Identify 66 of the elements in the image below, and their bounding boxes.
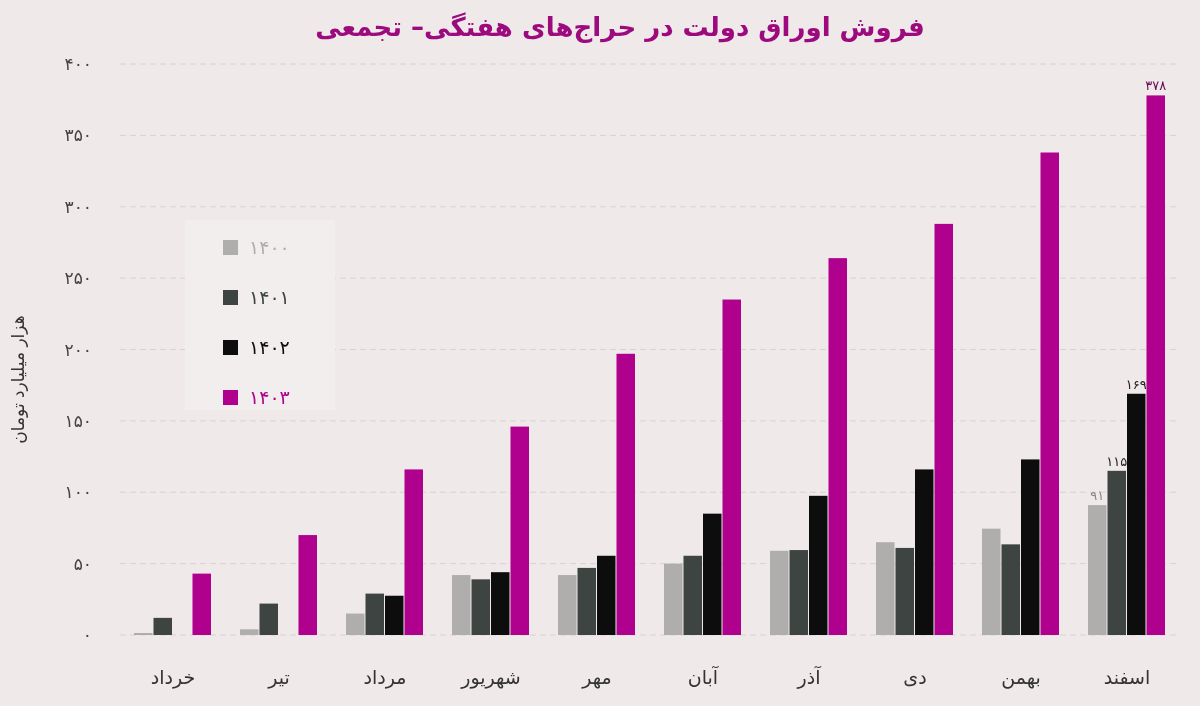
bar [934,223,953,635]
chart-title: فروش اوراق دولت در حراج‌های هفتگی– تجمعی [315,12,925,43]
bar [452,575,471,635]
y-tick-label: ۱۵۰ [64,410,92,431]
bar [683,555,702,635]
bar [491,572,510,635]
y-tick-label: ۲۰۰ [64,339,92,360]
bar [876,542,895,635]
y-tick-label: ۴۰۰ [64,54,92,74]
legend-label: ۱۴۰۱ [249,286,290,308]
data-label: ۱۶۹ [1125,376,1147,392]
bar [404,469,423,635]
data-label: ۹۱ [1090,488,1105,504]
bar [385,595,404,635]
bar [1088,505,1107,635]
bar [577,567,596,635]
bar [789,550,808,635]
x-tick-label: بهمن [1001,666,1041,689]
bar [471,579,490,635]
bar [722,299,741,635]
x-tick-label: آذر [796,665,822,689]
data-label: ۳۷۸ [1145,78,1167,94]
bar [1040,152,1059,635]
bar [1001,544,1020,635]
legend-label: ۱۴۰۲ [249,336,290,358]
bar [828,258,847,635]
x-tick-label: آبان [687,665,719,688]
bar [664,563,683,635]
x-tick-label: اسفند [1103,666,1151,688]
bar [1127,393,1146,635]
legend-label: ۱۴۰۰ [249,236,290,258]
y-axis-title: هزار میلیارد تومان [8,315,28,444]
bar [153,617,172,635]
legend-label: ۱۴۰۳ [249,386,290,408]
bar [770,550,789,635]
bar [192,573,211,635]
bar [510,426,529,635]
x-tick-label: شهریور [460,666,521,689]
x-tick-label: تیر [267,666,290,689]
bar [558,575,577,635]
bar [346,613,365,635]
bar [1107,470,1126,635]
bar [915,469,934,635]
bar [703,513,722,635]
y-tick-label: ۲۵۰ [64,268,92,289]
bar [982,528,1001,635]
bar [597,555,616,635]
bar [365,593,384,635]
x-tick-label: دی [903,666,927,688]
bar [259,603,278,635]
bar [1021,459,1040,635]
bar [240,629,259,635]
bar [1146,95,1165,635]
y-tick-label: ۱۰۰ [64,482,92,503]
y-tick-label: ۳۵۰ [64,125,92,146]
y-tick-label: ۰ [82,625,92,645]
x-tick-label: مهر [581,666,612,689]
bar [298,535,317,635]
bar [616,353,635,635]
data-label: ۱۱۵ [1106,453,1128,469]
x-tick-label: مرداد [363,666,407,689]
bar [895,547,914,635]
y-tick-label: ۳۰۰ [64,196,92,217]
x-tick-label: خرداد [150,666,196,689]
bar [809,495,828,635]
y-tick-label: ۵۰ [73,553,92,574]
